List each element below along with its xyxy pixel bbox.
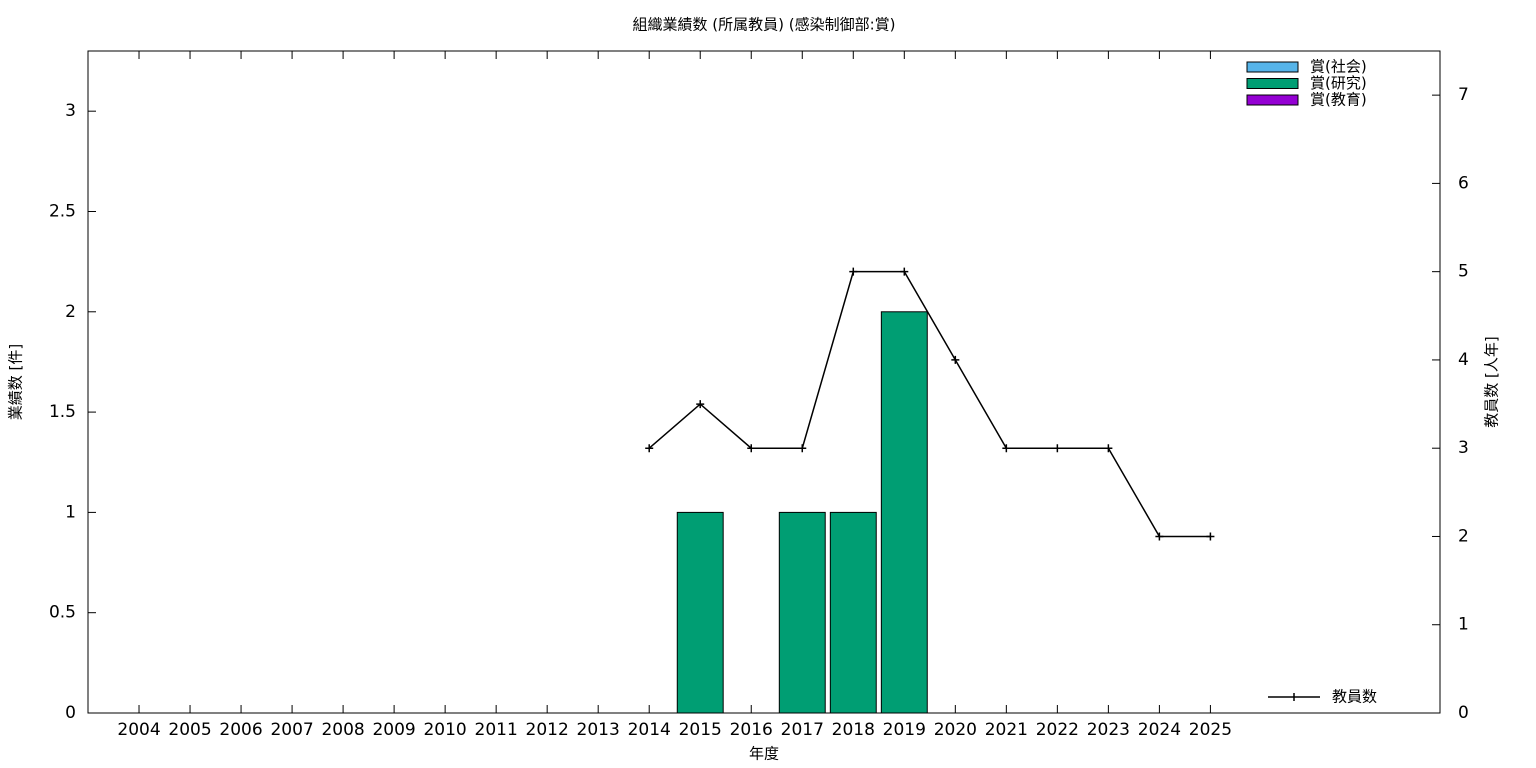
x-tick-label: 2010: [423, 720, 466, 740]
point: [1002, 444, 1011, 453]
point: [696, 400, 705, 409]
legend-swatch: [1246, 78, 1299, 89]
y-tick-label: 1: [65, 502, 76, 522]
legend-label: 賞(社会): [1310, 58, 1367, 76]
x-tick-label: 2020: [934, 720, 977, 740]
x-tick-label: 2008: [321, 720, 364, 740]
x-tick-label: 2015: [679, 720, 722, 740]
x-axis-label: 年度: [749, 745, 779, 763]
point: [951, 355, 960, 364]
y2-tick-label: 0: [1458, 703, 1469, 723]
bar: [829, 511, 877, 714]
x-tick-label: 2017: [781, 720, 824, 740]
point: [747, 444, 756, 453]
x-tick-label: 2021: [985, 720, 1028, 740]
x-tick-label: 2016: [730, 720, 773, 740]
y2-tick-label: 1: [1458, 615, 1469, 635]
x-tick-label: 2014: [628, 720, 671, 740]
bar: [778, 511, 826, 714]
y-tick-label: 0.5: [49, 603, 76, 623]
y-tick-label: 3: [65, 101, 76, 121]
x-tick-label: 2018: [832, 720, 875, 740]
point: [798, 444, 807, 453]
x-tick-label: 2013: [577, 720, 620, 740]
x-tick-label: 2023: [1087, 720, 1130, 740]
y-tick-label: 0: [65, 703, 76, 723]
x-tick-label: 2011: [475, 720, 518, 740]
x-tick-label: 2009: [372, 720, 415, 740]
y-axis-label: 業績数 [件]: [7, 344, 25, 420]
line: [648, 270, 1211, 538]
point: [900, 267, 909, 276]
bar: [676, 511, 724, 714]
y2-tick-label: 5: [1458, 262, 1469, 282]
y2-tick-label: 7: [1458, 85, 1469, 105]
x-tick-label: 2007: [270, 720, 313, 740]
x-tick-label: 2022: [1036, 720, 1079, 740]
x-tick-label: 2019: [883, 720, 926, 740]
point: [1206, 532, 1215, 541]
bar: [880, 311, 928, 714]
x-tick-label: 2006: [219, 720, 262, 740]
x-tick-label: 2024: [1138, 720, 1181, 740]
point: [849, 267, 858, 276]
y2-tick-label: 6: [1458, 173, 1469, 193]
legend-swatch: [1246, 61, 1299, 73]
legend-label: 教員数: [1332, 688, 1377, 706]
y2-tick-label: 3: [1458, 438, 1469, 458]
point: [1155, 532, 1164, 541]
y-tick-label: 1.5: [49, 402, 76, 422]
legend-swatch: [1246, 94, 1299, 106]
x-tick-label: 2025: [1189, 720, 1232, 740]
x-tick-label: 2004: [117, 720, 160, 740]
y2-tick-label: 4: [1458, 350, 1469, 370]
point: [1053, 444, 1062, 453]
legend-label: 賞(研究): [1310, 74, 1367, 92]
plot-frame: [87, 50, 1441, 714]
point: [645, 444, 654, 453]
y-tick-label: 2: [65, 302, 76, 322]
legend-label: 賞(教育): [1310, 91, 1367, 109]
point: [1104, 444, 1113, 453]
y2-axis-label: 教員数 [人年]: [1483, 336, 1501, 427]
y-tick-label: 2.5: [49, 201, 76, 221]
y2-tick-label: 2: [1458, 526, 1469, 546]
x-tick-label: 2012: [526, 720, 569, 740]
chart-title: 組織業績数 (所属教員) (感染制御部:賞): [633, 16, 896, 34]
x-tick-label: 2005: [168, 720, 211, 740]
